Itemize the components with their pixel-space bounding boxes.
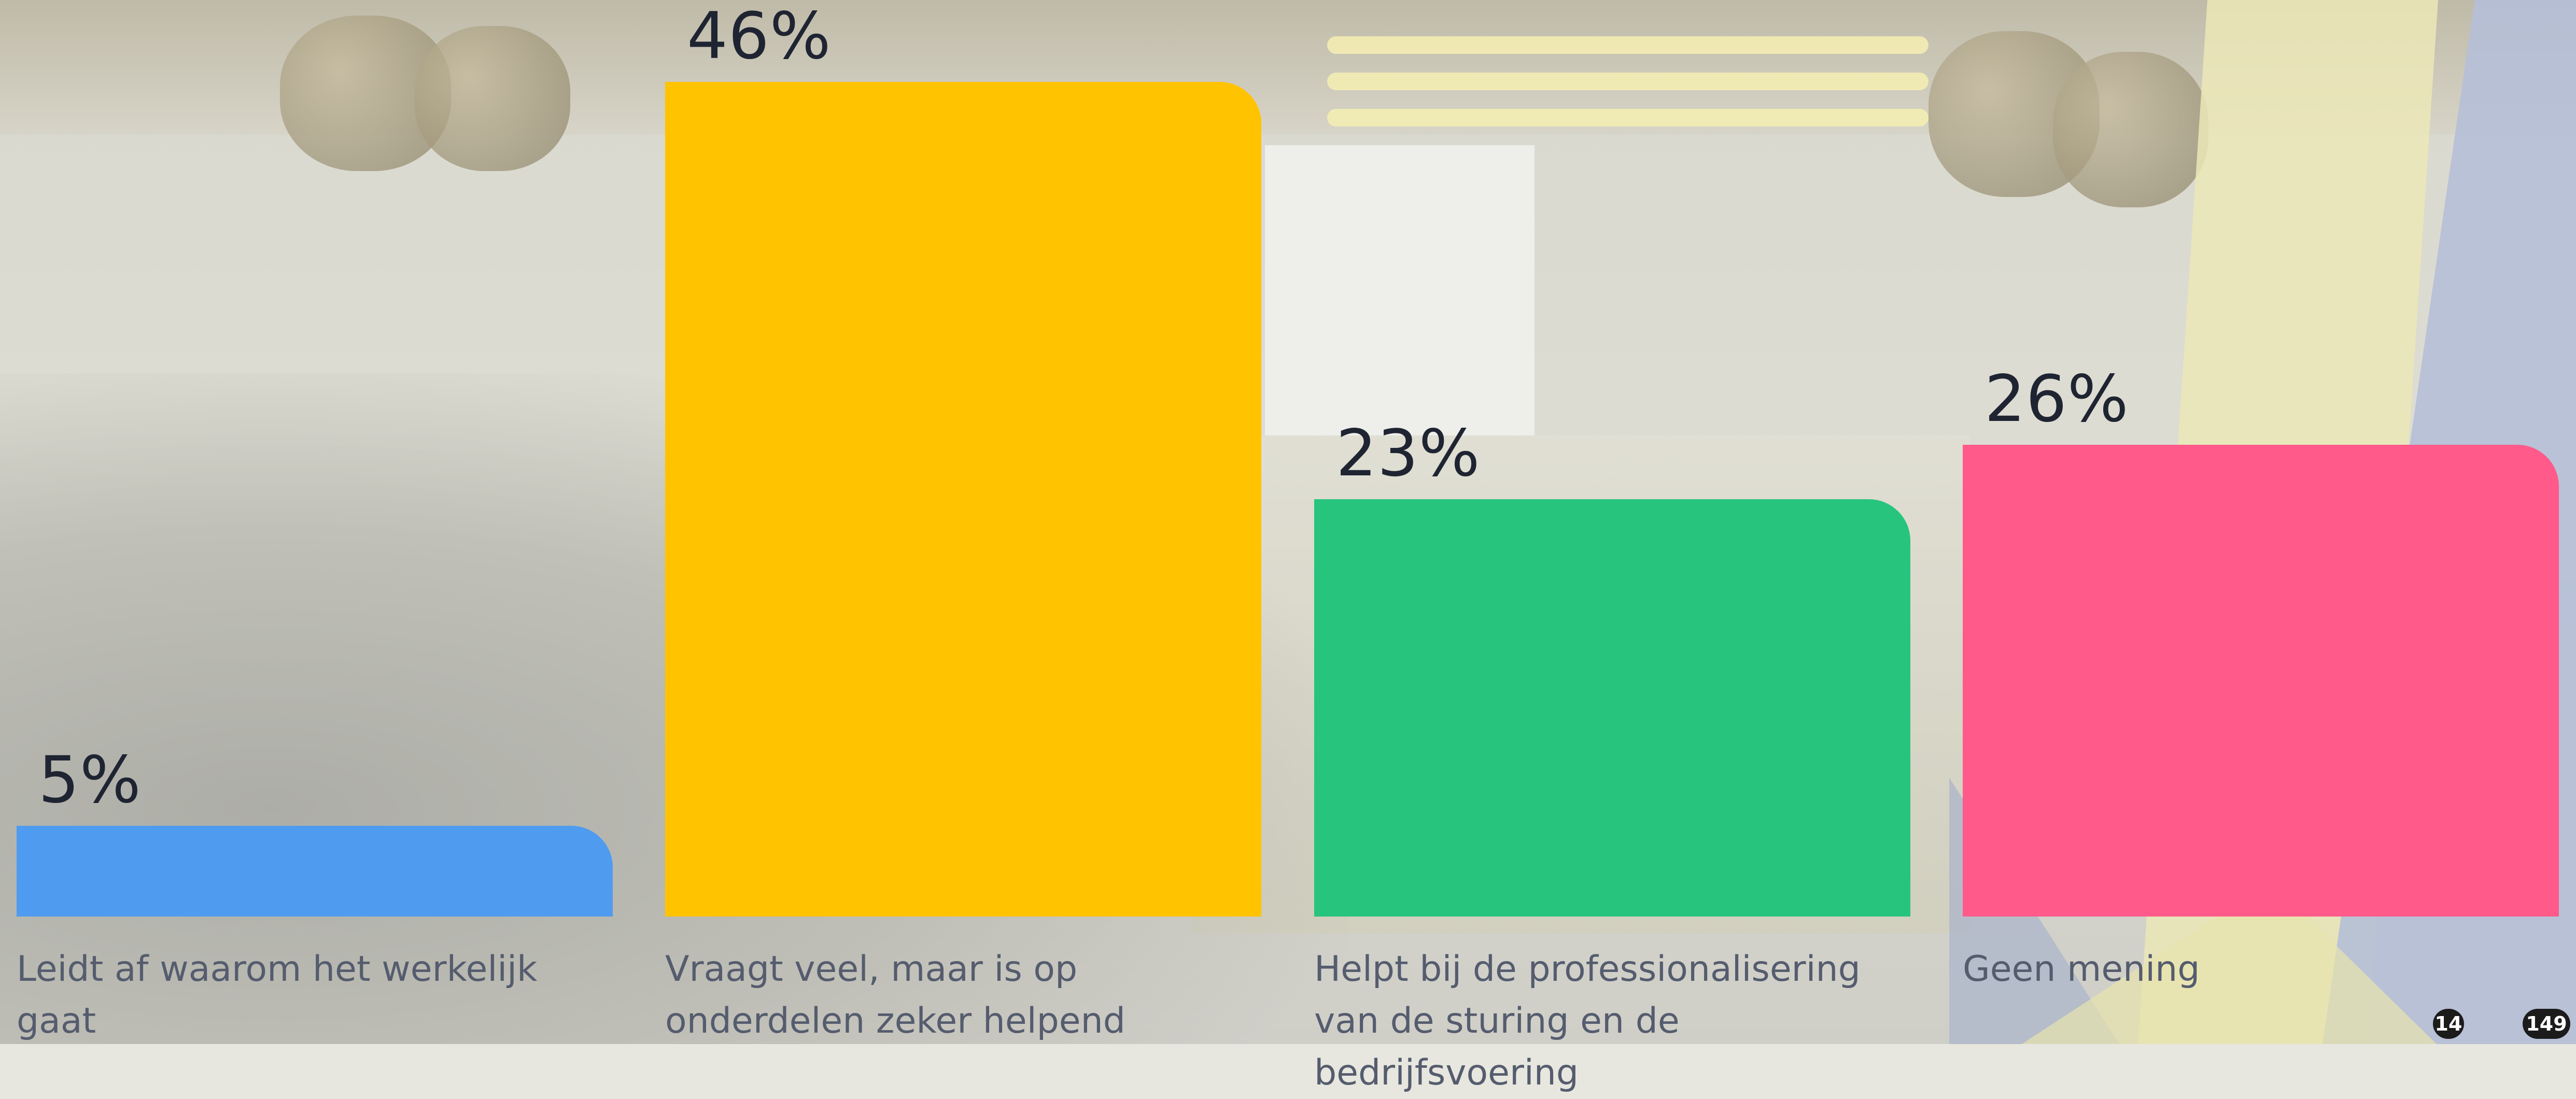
slide-number-badge: 14 xyxy=(2433,1009,2464,1039)
value-label-3: 23% xyxy=(1336,416,1481,491)
balloon xyxy=(2053,52,2208,207)
bar-1 xyxy=(17,826,613,917)
ceiling-light xyxy=(1327,73,1929,90)
bar-chart: 5% Leidt af waarom het werkelijk gaat 46% V… xyxy=(17,0,2559,1093)
category-label-2: Vraagt veel, maar is op onderdelen zeker… xyxy=(665,949,1125,1041)
category-label-1: Leidt af waarom het werkelijk gaat xyxy=(17,949,538,1041)
category-label-4: Geen mening xyxy=(1963,949,2200,990)
value-label-2: 46% xyxy=(687,0,832,74)
bar-4 xyxy=(1963,445,2559,917)
bar-3 xyxy=(1314,499,1910,917)
value-label-4: 26% xyxy=(1984,362,2129,436)
total-slides-badge: 149 xyxy=(2523,1009,2570,1039)
value-label-1: 5% xyxy=(38,743,142,818)
bar-2 xyxy=(665,82,1261,917)
ceiling-light xyxy=(1327,36,1929,54)
category-label-3: Helpt bij de professionalisering van de … xyxy=(1314,949,1861,1093)
balloon xyxy=(415,26,570,171)
ceiling-light xyxy=(1327,109,1929,126)
